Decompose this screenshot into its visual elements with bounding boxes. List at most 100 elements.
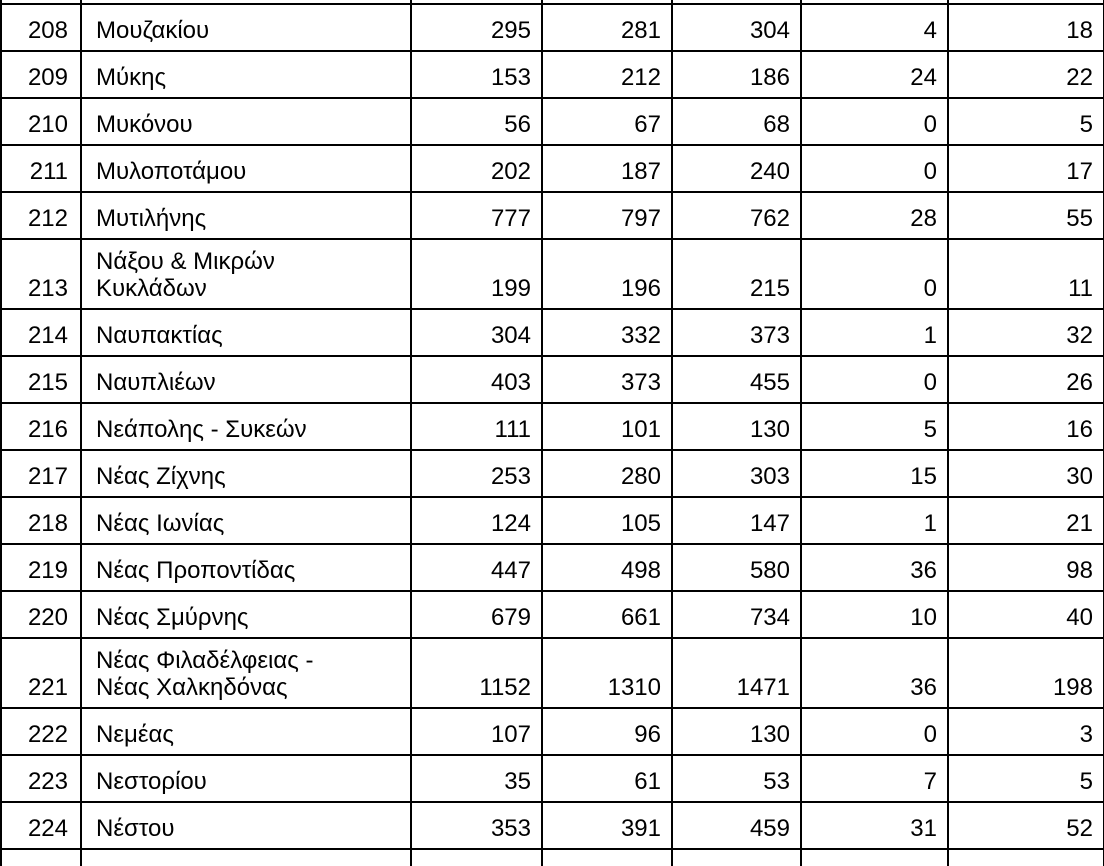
value-cell-1: 35 <box>410 754 543 803</box>
municipality-name-cell: Νέας Σμύρνης <box>80 590 412 639</box>
row-id-cell: 211 <box>0 144 82 193</box>
value-cell-3: 734 <box>671 590 802 639</box>
municipality-name-cell: Μουζακίου <box>80 3 412 52</box>
value-cell-4: 5 <box>800 402 949 451</box>
value-cell-3: 303 <box>671 449 802 498</box>
value-cell-2: 105 <box>541 496 673 545</box>
row-id-cell: 223 <box>0 754 82 803</box>
value-cell-2: 101 <box>541 402 673 451</box>
row-id-cell: 213 <box>0 238 82 310</box>
value-cell-1: 253 <box>410 449 543 498</box>
value-cell-1: 353 <box>410 801 543 850</box>
value-cell-4: 0 <box>800 97 949 146</box>
value-cell-5: 52 <box>947 801 1104 850</box>
value-cell-3: 215 <box>671 238 802 310</box>
value-cell-1: 202 <box>410 144 543 193</box>
value-cell-2: 1310 <box>541 637 673 709</box>
value-cell-4: 10 <box>800 590 949 639</box>
row-id-cell: 221 <box>0 637 82 709</box>
municipality-name-cell: Νέστου <box>80 801 412 850</box>
empty-cell <box>800 0 949 5</box>
value-cell-4: 31 <box>800 801 949 850</box>
row-id-cell: 212 <box>0 191 82 240</box>
value-cell-5: 98 <box>947 543 1104 592</box>
value-cell-5: 198 <box>947 637 1104 709</box>
value-cell-4: 15 <box>800 449 949 498</box>
table-row: 209 Μύκης 153 212 186 24 22 <box>0 50 1104 99</box>
value-cell-2: 797 <box>541 191 673 240</box>
value-cell-4: 0 <box>800 707 949 756</box>
table-row: 212 Μυτιλήνης 777 797 762 28 55 <box>0 191 1104 240</box>
value-cell-4: 1 <box>800 308 949 357</box>
table-row: 208 Μουζακίου 295 281 304 4 18 <box>0 3 1104 52</box>
row-id-cell: 215 <box>0 355 82 404</box>
municipality-name-cell: Νεμέας <box>80 707 412 756</box>
empty-cell <box>410 848 543 866</box>
value-cell-2: 212 <box>541 50 673 99</box>
value-cell-2: 67 <box>541 97 673 146</box>
value-cell-1: 56 <box>410 97 543 146</box>
value-cell-3: 68 <box>671 97 802 146</box>
municipality-name-cell: Νέας Ζίχνης <box>80 449 412 498</box>
row-id-cell: 224 <box>0 801 82 850</box>
table-row: 214 Ναυπακτίας 304 332 373 1 32 <box>0 308 1104 357</box>
value-cell-3: 459 <box>671 801 802 850</box>
empty-cell <box>80 848 412 866</box>
municipality-name-cell: Ναυπακτίας <box>80 308 412 357</box>
municipality-name-cell: Μυτιλήνης <box>80 191 412 240</box>
value-cell-5: 21 <box>947 496 1104 545</box>
table-row: 221 Νέας Φιλαδέλφειας - Νέας Χαλκηδόνας 11… <box>0 637 1104 709</box>
value-cell-5: 5 <box>947 754 1104 803</box>
value-cell-4: 36 <box>800 637 949 709</box>
value-cell-2: 187 <box>541 144 673 193</box>
value-cell-1: 199 <box>410 238 543 310</box>
value-cell-2: 498 <box>541 543 673 592</box>
row-id-cell: 222 <box>0 707 82 756</box>
row-id-cell: 218 <box>0 496 82 545</box>
value-cell-3: 762 <box>671 191 802 240</box>
value-cell-3: 53 <box>671 754 802 803</box>
table-row: 211 Μυλοποτάμου 202 187 240 0 17 <box>0 144 1104 193</box>
value-cell-3: 130 <box>671 402 802 451</box>
value-cell-2: 281 <box>541 3 673 52</box>
municipality-name-cell: Νάξου & Μικρών Κυκλάδων <box>80 238 412 310</box>
table-row: 224 Νέστου 353 391 459 31 52 <box>0 801 1104 850</box>
value-cell-4: 7 <box>800 754 949 803</box>
value-cell-5: 17 <box>947 144 1104 193</box>
value-cell-1: 304 <box>410 308 543 357</box>
municipality-name-cell: Μυλοποτάμου <box>80 144 412 193</box>
value-cell-2: 196 <box>541 238 673 310</box>
value-cell-4: 0 <box>800 238 949 310</box>
municipality-name-cell: Μυκόνου <box>80 97 412 146</box>
value-cell-5: 11 <box>947 238 1104 310</box>
municipality-name-cell: Νεάπολης - Συκεών <box>80 402 412 451</box>
value-cell-5: 18 <box>947 3 1104 52</box>
value-cell-4: 24 <box>800 50 949 99</box>
value-cell-3: 304 <box>671 3 802 52</box>
value-cell-5: 55 <box>947 191 1104 240</box>
value-cell-1: 403 <box>410 355 543 404</box>
empty-cell <box>80 0 412 5</box>
municipality-name-cell: Νέας Φιλαδέλφειας - Νέας Χαλκηδόνας <box>80 637 412 709</box>
value-cell-5: 22 <box>947 50 1104 99</box>
table-row: 222 Νεμέας 107 96 130 0 3 <box>0 707 1104 756</box>
table-row: 215 Ναυπλιέων 403 373 455 0 26 <box>0 355 1104 404</box>
empty-cell <box>541 848 673 866</box>
table-row: 216 Νεάπολης - Συκεών 111 101 130 5 16 <box>0 402 1104 451</box>
row-id-cell: 208 <box>0 3 82 52</box>
value-cell-2: 96 <box>541 707 673 756</box>
empty-cell <box>947 0 1104 5</box>
row-id-cell: 210 <box>0 97 82 146</box>
value-cell-4: 36 <box>800 543 949 592</box>
empty-cell <box>0 848 82 866</box>
value-cell-3: 373 <box>671 308 802 357</box>
value-cell-4: 1 <box>800 496 949 545</box>
cutoff-row-top <box>0 0 1104 5</box>
value-cell-1: 295 <box>410 3 543 52</box>
value-cell-3: 130 <box>671 707 802 756</box>
value-cell-1: 124 <box>410 496 543 545</box>
value-cell-1: 153 <box>410 50 543 99</box>
